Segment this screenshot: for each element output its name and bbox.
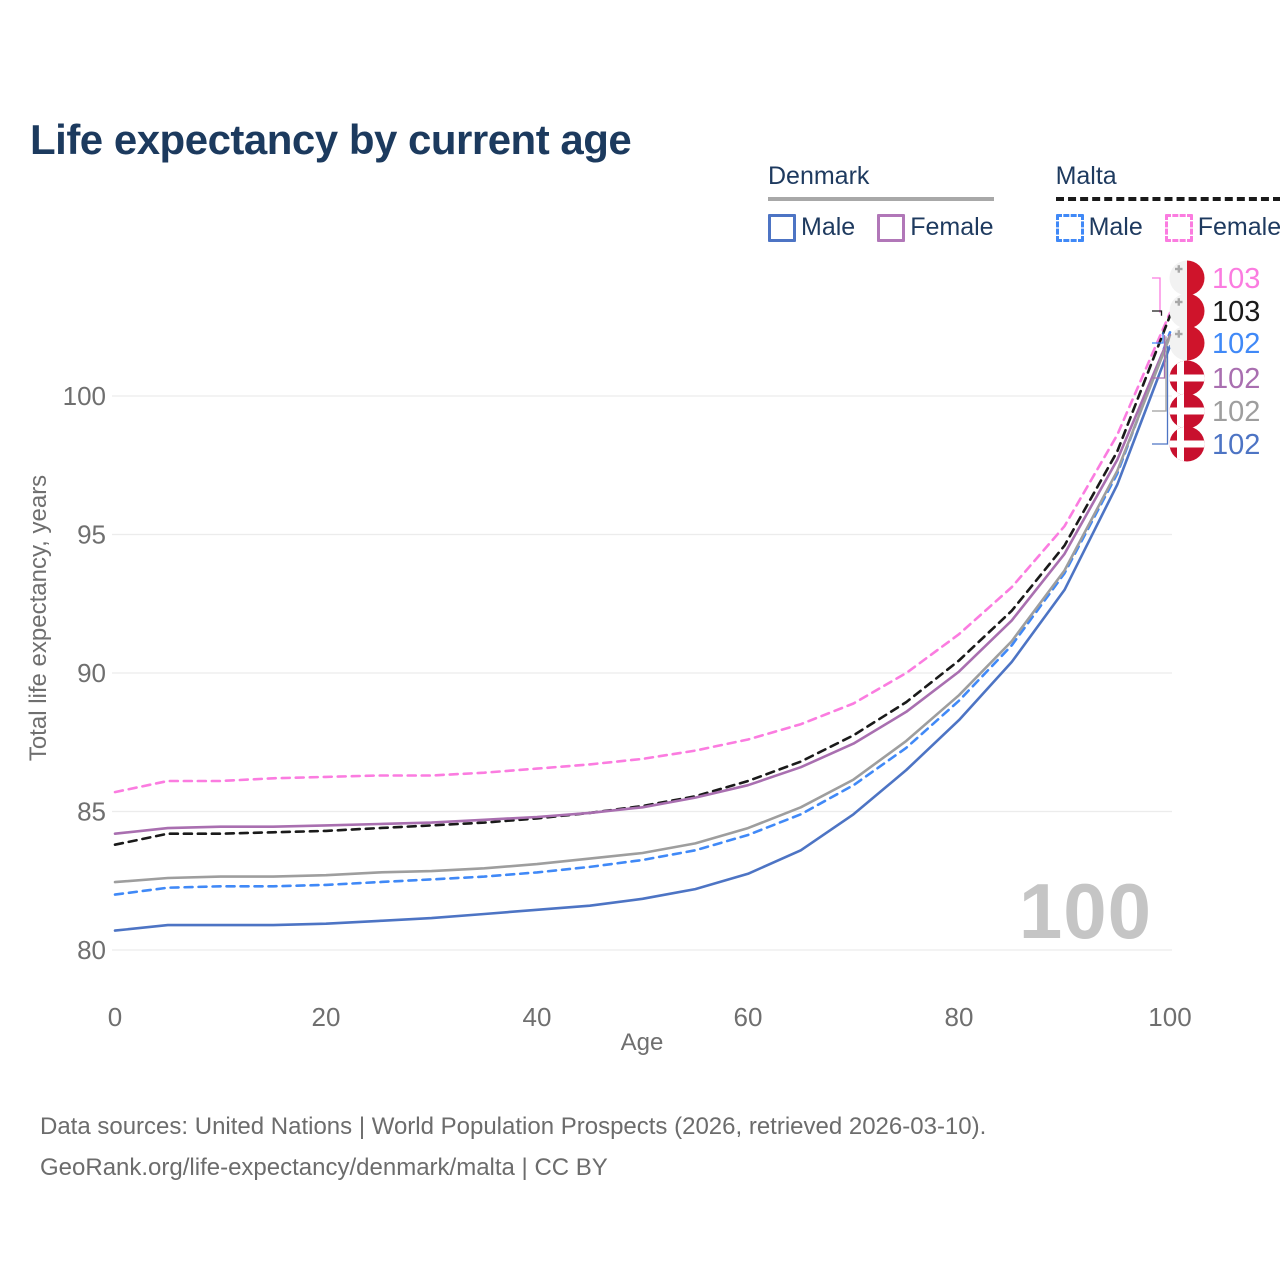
end-value-label-malta-female: 103 xyxy=(1212,263,1260,295)
x-tick-label-60: 60 xyxy=(734,1002,763,1032)
y-tick-label-85: 85 xyxy=(77,797,106,827)
end-value-label-malta: 103 xyxy=(1212,296,1260,328)
footer: Data sources: United Nations | World Pop… xyxy=(40,1106,986,1188)
endpoint-callout-malta-female xyxy=(1152,277,1161,313)
legend-group-denmark: Denmark Male Female xyxy=(768,162,994,242)
y-axis-title: Total life expectancy, years xyxy=(25,475,52,761)
denmark-female-swatch-icon xyxy=(877,213,906,242)
age-watermark: 100 xyxy=(1018,867,1152,955)
end-value-label-denmark-female: 102 xyxy=(1212,363,1260,395)
legend-underline-denmark xyxy=(768,197,994,201)
x-tick-label-40: 40 xyxy=(523,1002,552,1032)
series-line-malta-female[interactable] xyxy=(113,311,1172,794)
end-value-label-malta-male: 102 xyxy=(1212,328,1260,360)
endpoint-callout-malta-male xyxy=(1152,332,1164,344)
denmark-flag-icon xyxy=(1169,426,1205,462)
endpoint-callout-malta xyxy=(1152,310,1163,316)
footer-attribution-link[interactable]: GeoRank.org/life-expectancy/denmark/malt… xyxy=(40,1154,608,1181)
legend-item-denmark-female[interactable]: Female xyxy=(877,213,994,242)
endpoint-callout-denmark-male xyxy=(1152,346,1169,445)
series-line-denmark-female[interactable] xyxy=(113,333,1172,836)
x-tick-label-80: 80 xyxy=(945,1002,974,1032)
denmark-flag-icon xyxy=(1169,393,1205,429)
endpoint-callout-denmark-female xyxy=(1152,335,1166,379)
legend-items-malta: Male Female xyxy=(1055,213,1280,242)
legend: Denmark Male Female Malta Male xyxy=(768,162,1280,242)
footer-data-sources: Data sources: United Nations | World Pop… xyxy=(40,1113,987,1140)
malta-male-swatch-icon xyxy=(1055,213,1084,242)
legend-label-malta-female: Female xyxy=(1197,213,1280,241)
series-line-denmark-male[interactable] xyxy=(113,344,1172,932)
legend-items-denmark: Male Female xyxy=(768,213,994,242)
y-tick-label-80: 80 xyxy=(77,935,106,965)
x-axis-title: Age xyxy=(621,1029,664,1056)
malta-female-swatch-icon xyxy=(1164,213,1193,242)
endpoint-callout-denmark xyxy=(1152,336,1167,412)
legend-country-denmark: Denmark xyxy=(768,162,870,190)
series-line-malta-male[interactable] xyxy=(113,330,1172,896)
series-line-malta[interactable] xyxy=(113,314,1172,847)
end-value-label-denmark-male: 102 xyxy=(1212,429,1260,461)
legend-label-denmark-male: Male xyxy=(801,213,856,241)
page-title: Life expectancy by current age xyxy=(30,116,632,164)
x-tick-label-100: 100 xyxy=(1148,1002,1191,1032)
end-value-label-denmark: 102 xyxy=(1212,396,1260,428)
legend-label-denmark-female: Female xyxy=(910,213,994,241)
denmark-male-swatch-icon xyxy=(768,213,796,242)
malta-flag-icon xyxy=(1169,325,1205,361)
y-tick-label-90: 90 xyxy=(77,658,106,688)
malta-flag-icon xyxy=(1169,260,1205,296)
legend-item-malta-male[interactable]: Male xyxy=(1055,213,1143,242)
y-tick-label-95: 95 xyxy=(77,520,106,550)
x-tick-label-0: 0 xyxy=(108,1002,122,1032)
denmark-flag-icon xyxy=(1169,360,1205,396)
series-line-denmark[interactable] xyxy=(113,335,1172,884)
legend-country-malta: Malta xyxy=(1055,162,1117,190)
legend-label-malta-male: Male xyxy=(1088,213,1143,241)
legend-underline-malta xyxy=(1055,197,1280,201)
legend-item-malta-female[interactable]: Female xyxy=(1164,213,1280,242)
legend-group-malta: Malta Male Female xyxy=(1055,162,1280,242)
y-tick-label-100: 100 xyxy=(63,381,106,411)
malta-flag-icon xyxy=(1169,293,1205,329)
x-tick-label-20: 20 xyxy=(312,1002,341,1032)
legend-item-denmark-male[interactable]: Male xyxy=(768,213,855,242)
